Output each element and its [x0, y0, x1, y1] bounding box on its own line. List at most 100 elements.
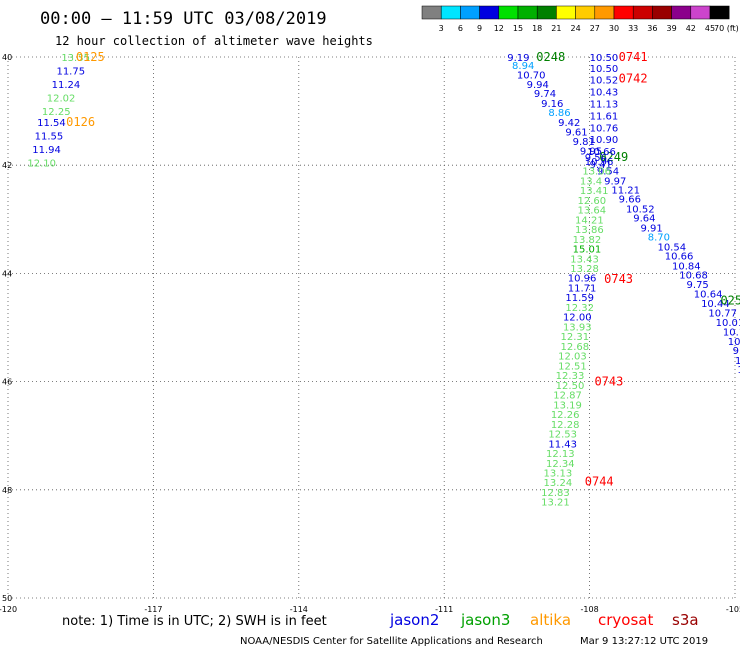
- colorbar-label: 3: [439, 24, 444, 33]
- colorbar-label: 70 (ft): [714, 24, 739, 33]
- swh-value: 14.21: [575, 215, 604, 226]
- y-tick-label: 46: [2, 378, 12, 387]
- swh-value: 15.01: [573, 245, 602, 256]
- colorbar-swatch: [517, 5, 538, 20]
- swh-value: 9.47: [733, 346, 740, 357]
- swh-value: 10.54: [657, 242, 686, 253]
- colorbar-swatch: [594, 5, 615, 20]
- swh-value: 10.68: [679, 270, 708, 281]
- credit-right: Mar 9 13:27:12 UTC 2019: [580, 636, 708, 647]
- swh-value: 10.52: [626, 204, 655, 215]
- swh-value: 10.00: [728, 337, 740, 348]
- swh-value: 10.17: [723, 327, 740, 338]
- chart-subtitle: 12 hour collection of altimeter wave hei…: [55, 34, 373, 48]
- swh-value: 9.66: [619, 195, 641, 206]
- colorbar-label: 33: [628, 24, 638, 33]
- colorbar-label: 36: [647, 24, 657, 33]
- pass-time-label: 0125: [76, 50, 105, 64]
- colorbar-swatch: [460, 5, 480, 20]
- colorbar-label: 6: [458, 24, 463, 33]
- swh-value: 9.94: [527, 80, 549, 91]
- swh-value: 11.59: [565, 293, 594, 304]
- note-text: note: 1) Time is in UTC; 2) SWH is in fe…: [62, 614, 327, 629]
- swh-value: 9.91: [640, 223, 662, 234]
- colorbar-label: 12: [494, 24, 504, 33]
- swh-value: 9.81: [573, 137, 595, 148]
- colorbar-swatch: [440, 5, 461, 20]
- swh-value: 10.84: [672, 261, 701, 272]
- colorbar-label: 18: [532, 24, 542, 33]
- swh-value: 10.01: [716, 318, 740, 329]
- swh-value: 9.75: [687, 280, 709, 291]
- swh-value: 12.26: [551, 410, 580, 421]
- swh-value: 9.74: [534, 89, 556, 100]
- swh-value: 13.21: [541, 498, 570, 509]
- swh-value: 13.35: [61, 53, 90, 64]
- swh-value: 12.53: [548, 430, 577, 441]
- swh-value: 12.00: [563, 313, 592, 324]
- swh-value: 13.24: [544, 478, 573, 489]
- colorbar-swatch: [575, 5, 596, 20]
- swh-value: 13.13: [544, 468, 573, 479]
- swh-value: 8.94: [512, 61, 534, 72]
- swh-value: 10.77: [708, 308, 737, 319]
- swh-value: 11.13: [590, 100, 619, 111]
- swh-value: 9.41: [590, 160, 612, 171]
- colorbar-swatch: [690, 5, 711, 20]
- colorbar-label: 9: [477, 24, 482, 33]
- y-tick-label: 44: [2, 269, 12, 278]
- swh-value: 13.28: [570, 264, 599, 275]
- x-tick-label: -114: [290, 605, 308, 614]
- swh-value: 12.02: [47, 94, 76, 105]
- swh-value: 10.96: [585, 157, 614, 168]
- pass-time-label: 0741: [619, 50, 648, 64]
- y-tick-label: 42: [2, 161, 12, 170]
- swh-value: 11.55: [35, 131, 64, 142]
- swh-value: 12.50: [556, 381, 585, 392]
- x-tick-label: -120: [0, 605, 17, 614]
- colorbar-label: 24: [571, 24, 581, 33]
- swh-value: 9.54: [597, 167, 619, 178]
- swh-value: 13.4: [580, 176, 602, 187]
- swh-value: 11.75: [56, 67, 85, 78]
- swh-value: 12.03: [558, 352, 587, 363]
- swh-value: 12.68: [561, 342, 590, 353]
- colorbar-swatch: [671, 5, 692, 20]
- satellite-legend: jason2 jason3 altika cryosat s3a: [389, 611, 699, 629]
- x-tick-label: -108: [581, 605, 599, 614]
- credit-left: NOAA/NESDIS Center for Satellite Applica…: [240, 636, 543, 647]
- pass-time-label: 0126: [66, 115, 95, 129]
- swh-value: 10.52: [590, 76, 619, 87]
- swh-value: 12.31: [561, 332, 590, 343]
- x-tick-label: -117: [144, 605, 162, 614]
- colorbar-swatch: [613, 5, 634, 20]
- swh-value: 10.96: [568, 274, 597, 285]
- swh-value: 13.86: [575, 225, 604, 236]
- swh-value: 8.70: [648, 233, 670, 244]
- swh-value: 11.94: [32, 145, 61, 156]
- pass-time-label: 0743: [604, 272, 633, 286]
- swh-value: 12.83: [541, 488, 570, 499]
- swh-value: 11.43: [548, 439, 577, 450]
- swh-value: 10.50: [590, 64, 619, 75]
- swh-value: 13.41: [580, 186, 609, 197]
- pass-time-label: 0743: [594, 375, 623, 389]
- swh-value: 9.42: [558, 118, 580, 129]
- swh-value: 11.61: [590, 111, 619, 122]
- colorbar-label: 30: [609, 24, 619, 33]
- y-tick-label: 50: [2, 594, 12, 603]
- swh-value: 12.28: [551, 420, 580, 431]
- swh-value: 13.64: [577, 206, 606, 217]
- colorbar-label: 45: [705, 24, 715, 33]
- swh-value: 11.21: [611, 186, 640, 197]
- swh-value: 9.64: [633, 214, 655, 225]
- pass-time-label: 0744: [585, 475, 614, 489]
- colorbar-swatch: [421, 5, 442, 20]
- swh-value: 10: [737, 365, 740, 376]
- swh-value: 12.13: [546, 449, 575, 460]
- swh-value: 10.90: [590, 135, 619, 146]
- colorbar-swatch: [632, 5, 653, 20]
- swh-value: 9.16: [541, 99, 563, 110]
- colorbar-swatch: [479, 5, 500, 20]
